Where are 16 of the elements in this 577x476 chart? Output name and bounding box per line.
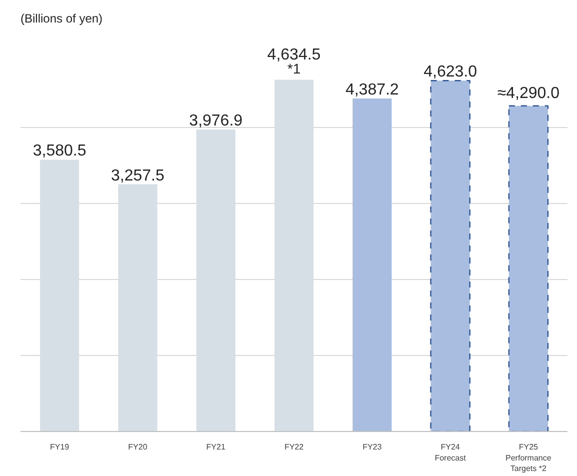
x-tick-label: FY19: [50, 442, 70, 452]
bar: [430, 80, 470, 432]
data-label: 3,257.5: [111, 167, 165, 184]
x-tick-label: FY25 Performance Targets *2: [506, 442, 552, 474]
data-label: 3,976.9: [189, 112, 243, 130]
x-tick-label: FY24 Forecast: [434, 442, 467, 462]
text: (Billions of yen): [20, 12, 103, 26]
bar: [508, 105, 549, 432]
x-tick-label: FY20: [128, 442, 148, 452]
x-tick-label: FY21: [206, 442, 226, 452]
data-label: 3,580.5: [32, 142, 86, 160]
x-tick-label: FY22: [284, 442, 304, 452]
data-label: 4,387.2: [345, 82, 399, 99]
data-label: ≈4,290.0: [497, 84, 560, 102]
x-tick-label: FY23: [362, 442, 382, 452]
data-label: 4,623.0: [424, 64, 478, 81]
